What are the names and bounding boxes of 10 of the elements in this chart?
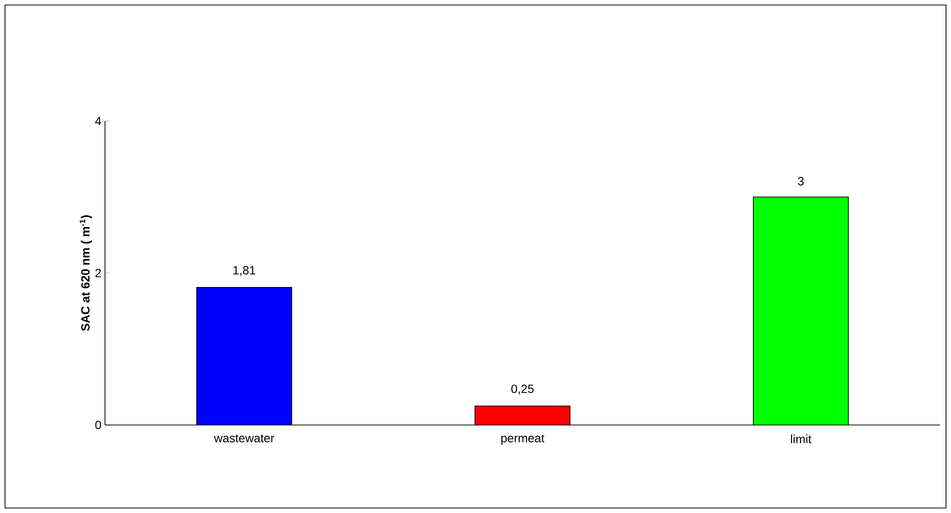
y-tick-label: 0 xyxy=(95,420,102,430)
y-tick-label: 4 xyxy=(95,116,102,126)
data-label: 3 xyxy=(798,177,804,186)
x-tick-label: limit xyxy=(791,434,812,444)
x-tick-label: permeat xyxy=(501,434,544,445)
y-tick-label: 2 xyxy=(95,268,101,278)
x-tick-label: wastewater xyxy=(214,434,274,442)
data-label: 1,81 xyxy=(233,266,256,276)
data-label: 0,25 xyxy=(511,384,534,394)
y-axis-title: SAC at 620 nm ( m$^{-1}$) xyxy=(80,215,92,331)
